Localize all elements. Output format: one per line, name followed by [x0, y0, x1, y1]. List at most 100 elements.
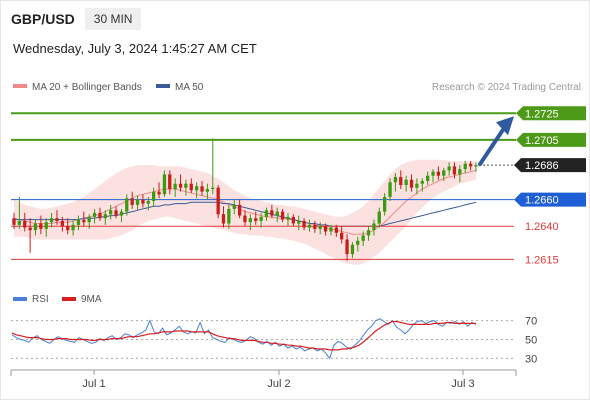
x-tick-label: Jul 3 — [451, 378, 474, 390]
candle-body — [200, 186, 204, 192]
candle-body — [307, 224, 312, 228]
candle-body — [39, 223, 43, 229]
timeframe-badge[interactable]: 30 MIN — [84, 8, 142, 30]
rsi-ma9-line — [11, 320, 476, 351]
candle-body — [399, 177, 403, 185]
candle-body — [109, 210, 113, 215]
candle-body — [340, 232, 344, 240]
main-plot: 1.2725 1.2705 1.2660 1.2640 1.2615 1.2686 — [11, 106, 586, 266]
candle-body — [23, 220, 27, 228]
candle-body — [393, 177, 398, 183]
candle-body — [474, 165, 478, 167]
candle-body — [82, 219, 86, 223]
candle-body — [71, 224, 75, 231]
candle-body — [125, 198, 129, 212]
last-price-label: 1.2686 — [525, 160, 559, 172]
ma20-swatch — [13, 84, 27, 88]
candle-body — [12, 218, 16, 225]
candle-body — [146, 201, 150, 204]
rsi-tick-70: 70 — [525, 316, 537, 328]
level-label-1.2705: 1.2705 — [525, 135, 559, 147]
candle-body — [452, 166, 457, 175]
ma20-legend-label: MA 20 + Bollinger Bands — [32, 82, 142, 93]
x-tick-label: Jul 1 — [82, 378, 105, 390]
candle-body — [168, 174, 172, 189]
rsi-tick-30: 30 — [525, 353, 537, 365]
rsi-plot: 70 50 30 — [11, 316, 537, 365]
candle-body — [318, 226, 322, 229]
rsi-line — [11, 318, 477, 360]
candle-body — [409, 179, 414, 188]
ma50-swatch — [156, 84, 170, 88]
candle-body — [98, 212, 102, 219]
candle-body — [178, 183, 183, 188]
candle-body — [243, 215, 247, 223]
currency-pair: GBP/USD — [11, 11, 75, 27]
candle-body — [17, 220, 21, 225]
level-label-1.2660: 1.2660 — [525, 195, 559, 207]
candle-body — [436, 171, 440, 176]
candle-body — [302, 220, 306, 228]
candle-body — [334, 227, 338, 233]
candle-body — [216, 187, 220, 215]
candle-body — [152, 191, 156, 201]
rsi-swatch — [13, 297, 27, 301]
candle-body — [415, 183, 419, 188]
candle-body — [404, 179, 408, 185]
candle-body — [221, 214, 226, 224]
candle-body — [103, 214, 107, 219]
ma50-legend-label: MA 50 — [175, 82, 204, 93]
candle-body — [447, 166, 451, 171]
level-tag-1.2705 — [516, 132, 586, 147]
candle-body — [33, 223, 38, 231]
level-label-1.2640: 1.2640 — [525, 221, 559, 233]
ma9-legend-label: 9MA — [81, 294, 102, 305]
candle-body — [141, 199, 145, 204]
candle-body — [49, 218, 54, 223]
candle-body — [114, 210, 118, 216]
candle-body — [463, 163, 467, 169]
level-label-1.2615: 1.2615 — [525, 254, 559, 266]
candle-body — [162, 174, 167, 195]
candle-body — [232, 204, 236, 209]
level-tag-1.2660 — [514, 192, 586, 207]
candle-body — [329, 227, 333, 232]
candle-body — [55, 218, 59, 221]
candle-body — [442, 170, 446, 176]
candle-body — [275, 211, 279, 216]
candle-body — [44, 222, 48, 229]
x-tick-label: Jul 2 — [267, 378, 290, 390]
level-label-1.2725: 1.2725 — [525, 108, 559, 120]
candle-body — [431, 171, 435, 176]
ma9-swatch — [62, 297, 76, 301]
candle-body — [173, 183, 177, 189]
candle-body — [157, 191, 161, 195]
candle-body — [383, 197, 387, 212]
candle-body — [377, 211, 381, 224]
candle-body — [356, 240, 360, 245]
rsi-tick-50: 50 — [525, 335, 537, 347]
projection-arrow-shaft — [478, 126, 506, 167]
candle-body — [366, 230, 371, 236]
candle-body — [211, 187, 215, 189]
candle-body — [280, 211, 285, 220]
candle-body — [189, 183, 193, 191]
ma50-line — [14, 201, 477, 227]
candle-body — [350, 244, 355, 255]
level-tag-1.2725 — [516, 106, 586, 121]
header-bar: GBP/USD 30 MIN — [11, 6, 142, 32]
research-credit: Research © 2024 Trading Central — [432, 82, 581, 93]
last-price-tag — [514, 158, 586, 173]
candle-body — [372, 223, 376, 231]
candle-body — [92, 212, 97, 217]
candle-body — [264, 210, 269, 217]
candle-body — [205, 189, 209, 192]
candle-body — [135, 199, 140, 205]
candle-body — [270, 210, 274, 216]
candle-body — [313, 224, 317, 229]
candle-body — [291, 216, 295, 224]
projection-arrow-head — [496, 116, 514, 136]
candle-body — [469, 163, 473, 167]
rsi-legend-label: RSI — [32, 294, 49, 305]
